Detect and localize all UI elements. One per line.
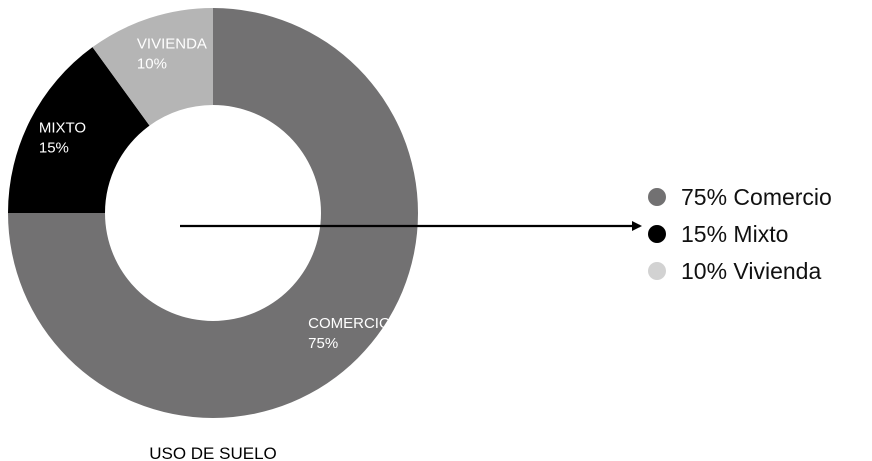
chart-slices (8, 8, 418, 418)
chart-title: USO DE SUELO (149, 444, 277, 461)
chart-slice-labels: COMERCIO 75% MIXTO 15% VIVIENDA 10% (39, 36, 391, 352)
slice-label-mixto: MIXTO 15% (39, 120, 86, 157)
legend-swatch-3 (648, 262, 666, 280)
legend-label-2: 15% Mixto (681, 221, 788, 247)
chart-legend: 75% Comercio 15% Mixto 10% Vivienda (648, 184, 832, 284)
legend-swatch-1 (648, 188, 666, 206)
slice-mixto (8, 47, 150, 213)
slice-label-vivienda: VIVIENDA 10% (137, 36, 207, 73)
slice-vivienda (92, 8, 213, 126)
legend-label-3: 10% Vivienda (681, 258, 821, 284)
slice-label-comercio: COMERCIO 75% (308, 315, 391, 352)
legend-label-1: 75% Comercio (681, 184, 832, 210)
slice-comercio (8, 8, 418, 418)
legend-swatch-2 (648, 225, 666, 243)
